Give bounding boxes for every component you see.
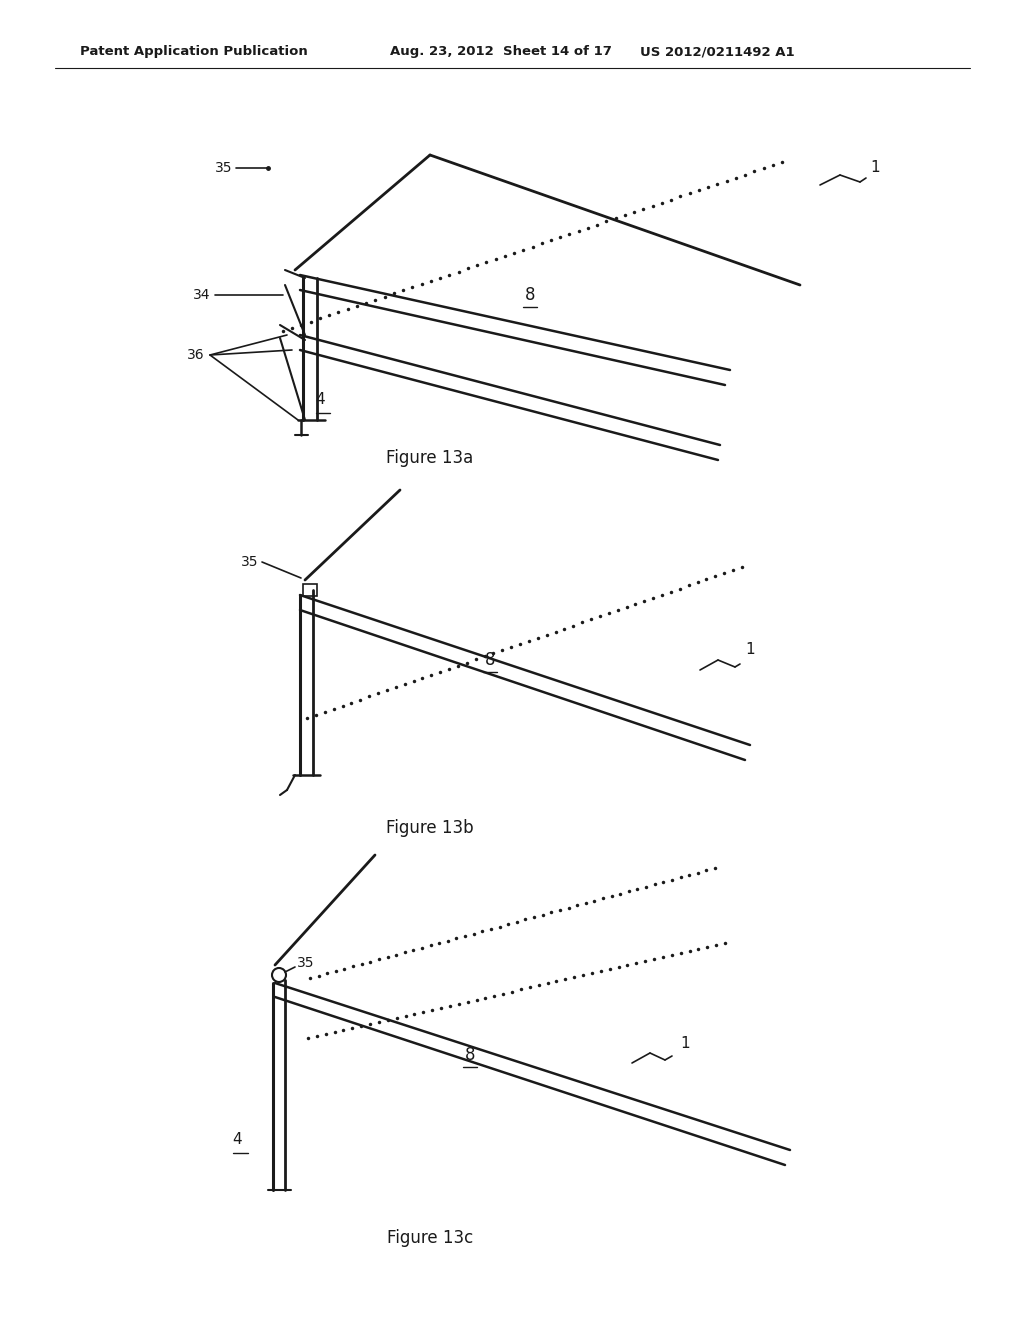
Text: 8: 8 bbox=[524, 286, 536, 304]
Text: 1: 1 bbox=[745, 643, 755, 657]
Text: Figure 13c: Figure 13c bbox=[387, 1229, 473, 1247]
Text: Figure 13b: Figure 13b bbox=[386, 818, 474, 837]
Text: 8: 8 bbox=[484, 651, 496, 669]
Text: 1: 1 bbox=[870, 161, 880, 176]
Text: 36: 36 bbox=[187, 348, 205, 362]
Text: 4: 4 bbox=[232, 1133, 242, 1147]
Bar bbox=[303, 583, 317, 597]
Text: 8: 8 bbox=[465, 1045, 475, 1064]
Text: 4: 4 bbox=[315, 392, 325, 408]
Text: 34: 34 bbox=[193, 288, 210, 302]
Text: 35: 35 bbox=[214, 161, 232, 176]
Text: US 2012/0211492 A1: US 2012/0211492 A1 bbox=[640, 45, 795, 58]
Text: 35: 35 bbox=[241, 554, 258, 569]
Text: Patent Application Publication: Patent Application Publication bbox=[80, 45, 308, 58]
Text: 1: 1 bbox=[680, 1035, 689, 1051]
Text: 35: 35 bbox=[297, 956, 314, 970]
Text: Figure 13a: Figure 13a bbox=[386, 449, 474, 467]
Text: Aug. 23, 2012  Sheet 14 of 17: Aug. 23, 2012 Sheet 14 of 17 bbox=[390, 45, 612, 58]
